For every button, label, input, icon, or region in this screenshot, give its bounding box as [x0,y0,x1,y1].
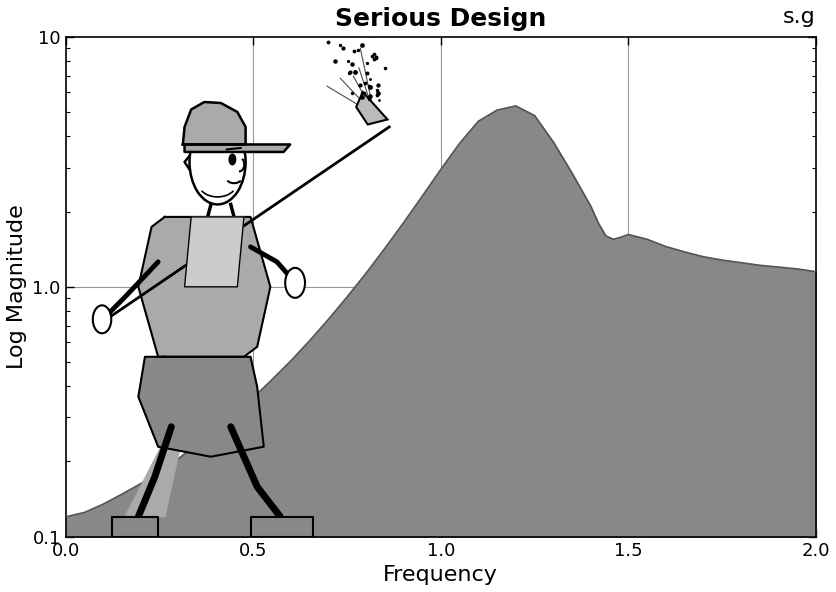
Text: s.g: s.g [782,7,815,27]
Y-axis label: Log Magnitude: Log Magnitude [7,204,27,369]
X-axis label: Frequency: Frequency [383,565,497,585]
Title: Serious Design: Serious Design [334,7,546,31]
